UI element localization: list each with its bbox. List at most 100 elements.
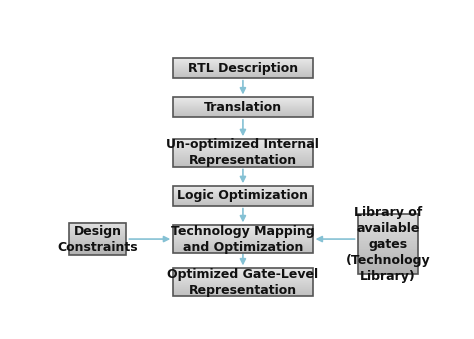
Bar bbox=[173, 193, 313, 194]
Bar bbox=[173, 140, 313, 141]
Bar bbox=[173, 190, 313, 191]
Bar bbox=[173, 226, 313, 227]
Bar bbox=[69, 235, 126, 236]
Bar bbox=[69, 247, 126, 248]
Bar bbox=[173, 98, 313, 99]
Bar bbox=[69, 236, 126, 237]
Bar bbox=[173, 101, 313, 102]
Bar bbox=[173, 153, 313, 154]
Bar bbox=[173, 226, 313, 227]
Bar bbox=[358, 242, 419, 244]
Bar bbox=[173, 58, 313, 78]
Bar bbox=[358, 270, 419, 271]
Bar bbox=[173, 164, 313, 165]
Bar bbox=[173, 140, 313, 141]
Bar bbox=[173, 77, 313, 78]
Bar bbox=[358, 227, 419, 229]
Bar bbox=[173, 146, 313, 147]
Bar bbox=[358, 263, 419, 265]
Bar bbox=[173, 116, 313, 117]
Bar bbox=[173, 190, 313, 191]
Bar bbox=[173, 144, 313, 145]
Bar bbox=[173, 269, 313, 270]
Bar bbox=[173, 106, 313, 107]
Bar bbox=[173, 243, 313, 244]
Bar bbox=[358, 255, 419, 256]
Bar bbox=[173, 270, 313, 271]
Bar bbox=[173, 249, 313, 250]
Bar bbox=[173, 115, 313, 116]
Bar bbox=[69, 244, 126, 245]
Bar bbox=[358, 241, 419, 243]
Bar bbox=[173, 72, 313, 73]
Bar bbox=[173, 292, 313, 293]
Bar bbox=[358, 216, 419, 217]
Bar bbox=[69, 226, 126, 227]
Bar bbox=[173, 186, 313, 187]
Bar bbox=[173, 111, 313, 112]
Bar bbox=[69, 230, 126, 231]
Bar bbox=[173, 203, 313, 204]
Bar bbox=[173, 73, 313, 74]
Bar bbox=[173, 191, 313, 192]
Bar bbox=[358, 256, 419, 258]
Bar bbox=[173, 155, 313, 156]
Bar bbox=[173, 63, 313, 64]
Bar bbox=[173, 142, 313, 143]
Text: Translation: Translation bbox=[204, 101, 282, 114]
Bar bbox=[173, 194, 313, 195]
Bar bbox=[173, 252, 313, 253]
Bar bbox=[173, 64, 313, 65]
Bar bbox=[69, 232, 126, 233]
Bar bbox=[173, 231, 313, 232]
Bar bbox=[173, 103, 313, 104]
Bar bbox=[173, 239, 313, 240]
Bar bbox=[173, 60, 313, 61]
Bar bbox=[358, 220, 419, 222]
Bar bbox=[173, 241, 313, 242]
Bar bbox=[173, 196, 313, 197]
Bar bbox=[358, 247, 419, 249]
Bar bbox=[173, 75, 313, 76]
Text: Logic Optimization: Logic Optimization bbox=[177, 190, 309, 202]
Bar bbox=[173, 195, 313, 196]
Bar bbox=[173, 201, 313, 202]
Bar bbox=[173, 99, 313, 100]
Bar bbox=[358, 214, 419, 216]
Bar bbox=[173, 237, 313, 238]
Bar bbox=[173, 109, 313, 110]
Bar bbox=[173, 268, 313, 269]
Bar bbox=[358, 244, 419, 246]
Bar bbox=[69, 223, 126, 224]
Bar bbox=[173, 228, 313, 229]
Bar bbox=[173, 104, 313, 105]
Bar bbox=[173, 144, 313, 145]
Bar bbox=[173, 200, 313, 201]
Bar bbox=[173, 228, 313, 230]
Bar bbox=[173, 187, 313, 188]
Bar bbox=[69, 238, 126, 239]
Bar bbox=[173, 143, 313, 144]
Bar bbox=[358, 248, 419, 250]
Bar bbox=[69, 242, 126, 243]
Bar bbox=[173, 102, 313, 103]
Bar bbox=[173, 100, 313, 101]
Bar bbox=[173, 233, 313, 234]
Bar bbox=[173, 188, 313, 189]
Bar bbox=[358, 237, 419, 238]
Bar bbox=[69, 240, 126, 241]
Bar bbox=[358, 229, 419, 231]
Bar bbox=[173, 251, 313, 252]
Bar bbox=[358, 261, 419, 262]
Bar bbox=[173, 186, 313, 187]
Bar bbox=[173, 204, 313, 205]
Bar bbox=[173, 290, 313, 291]
Bar bbox=[173, 203, 313, 204]
Bar bbox=[173, 195, 313, 196]
Bar bbox=[173, 105, 313, 106]
Bar bbox=[69, 225, 126, 226]
Bar bbox=[173, 105, 313, 106]
Bar bbox=[173, 113, 313, 114]
Bar bbox=[358, 273, 419, 274]
Bar bbox=[173, 139, 313, 140]
